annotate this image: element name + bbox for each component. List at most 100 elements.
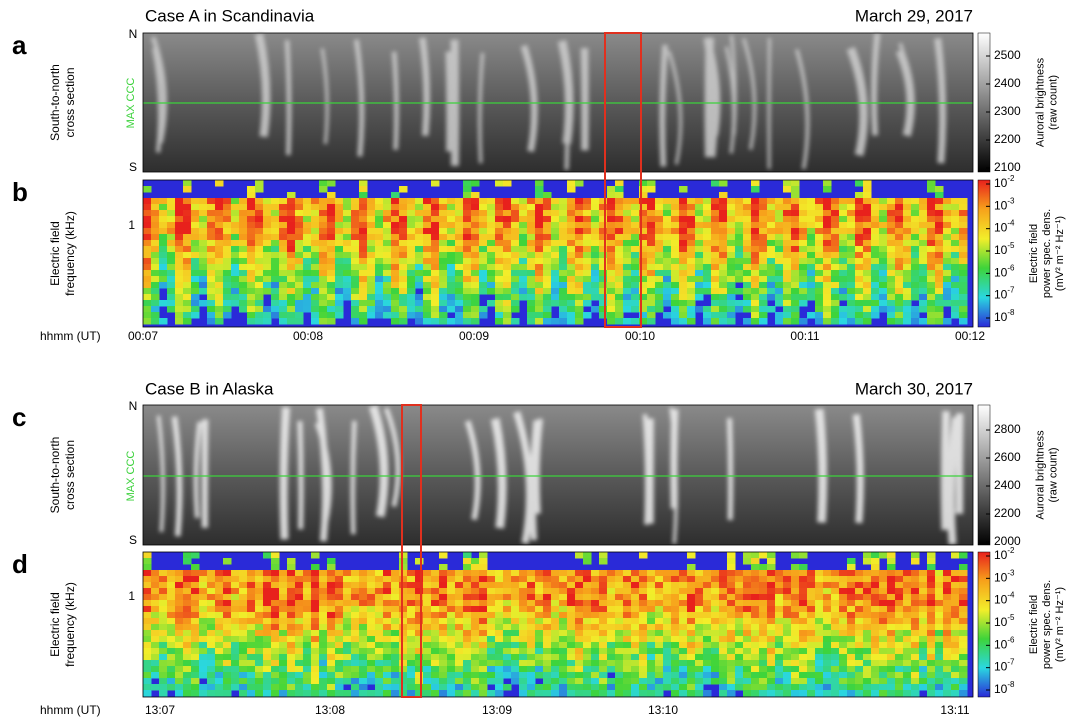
spectrogram-cell — [151, 588, 160, 595]
spectrogram-cell — [479, 600, 488, 607]
tick-exponent: -3 — [1007, 196, 1015, 205]
spectrogram-cell — [439, 258, 448, 265]
spectrogram-cell — [687, 204, 696, 211]
spectrogram-cell — [295, 252, 304, 259]
spectrogram-cell — [871, 648, 880, 655]
spectrogram-cell — [327, 264, 336, 271]
spectrogram-cell — [695, 666, 704, 673]
spectrogram-cell — [511, 210, 520, 217]
spectrogram-cell — [375, 594, 384, 601]
spectrogram-cell — [343, 246, 352, 253]
spectrogram-cell — [871, 222, 880, 229]
spectrogram-cell — [767, 258, 776, 265]
spectrogram-cell — [511, 246, 520, 253]
spectrogram-cell — [959, 576, 968, 583]
spectrogram-cell — [583, 234, 592, 241]
spectrogram-cell — [687, 258, 696, 265]
spectrogram-cell — [751, 282, 760, 289]
spectrogram-cell — [247, 276, 256, 283]
spectrogram-cell — [519, 276, 528, 283]
spectrogram-cell — [375, 294, 384, 301]
spectrogram-cell — [239, 660, 248, 667]
spectrogram-cell — [919, 630, 928, 637]
spectrogram-cell — [783, 234, 792, 241]
spectrogram-cell — [903, 678, 912, 685]
spectrogram-cell — [943, 630, 952, 637]
spectrogram-cell — [223, 672, 232, 679]
spectrogram-cell — [335, 678, 344, 685]
spectrogram-cell — [471, 618, 480, 625]
spectrogram-cell — [839, 582, 848, 589]
spectrogram-cell — [311, 318, 320, 325]
spectrogram-cell — [335, 660, 344, 667]
spectrogram-cell — [207, 318, 216, 325]
spectrogram-cell — [895, 294, 904, 301]
spectrogram-cell — [623, 264, 632, 271]
spectrogram-cell — [279, 600, 288, 607]
spectrogram-cell — [175, 294, 184, 301]
spectrogram-cell — [463, 684, 472, 691]
spectrogram-cell — [775, 246, 784, 253]
spectrogram-cell — [415, 624, 424, 631]
spectrogram-cell — [695, 648, 704, 655]
spectrogram-cell — [447, 594, 456, 601]
spectrogram-cell — [423, 240, 432, 247]
spectrogram-cell — [879, 300, 888, 307]
spectrogram-cell — [223, 246, 232, 253]
spectrogram-cell — [607, 570, 616, 577]
spectrogram-cell — [519, 240, 528, 247]
spectrogram-cell — [223, 234, 232, 241]
spectrogram-cell — [959, 684, 968, 691]
spectrogram-cell — [807, 618, 816, 625]
spectrogram-cell — [319, 642, 328, 649]
spectrogram-cell — [959, 318, 968, 325]
spectrogram-cell — [223, 690, 232, 697]
spectrogram-cell — [255, 666, 264, 673]
spectrogram-cell — [359, 192, 368, 199]
spectrogram-cell — [679, 636, 688, 643]
spectrogram-cell — [567, 612, 576, 619]
spectrogram-cell — [591, 282, 600, 289]
spectrogram-cell — [279, 588, 288, 595]
spectrogram-cell — [839, 678, 848, 685]
spectrogram-cell — [895, 648, 904, 655]
spectrogram-cell — [743, 210, 752, 217]
spectrogram-cell — [311, 288, 320, 295]
spectrogram-cell — [455, 294, 464, 301]
aurora-streak — [874, 33, 877, 135]
spectrogram-cell — [399, 252, 408, 259]
spectrogram-cell — [319, 246, 328, 253]
spectrogram-cell — [823, 624, 832, 631]
spectrogram-cell — [791, 216, 800, 223]
spectrogram-cell — [199, 282, 208, 289]
spectrogram-cell — [943, 270, 952, 277]
spectrogram-cell — [671, 666, 680, 673]
spectrogram-cell — [215, 264, 224, 271]
spectrogram-cell — [575, 666, 584, 673]
spectrogram-cell — [447, 318, 456, 325]
spectrogram-cell — [511, 258, 520, 265]
spectrogram-cell — [479, 678, 488, 685]
spectrogram-cell — [399, 594, 408, 601]
spectrogram-cell — [703, 606, 712, 613]
spectrogram-cell — [863, 600, 872, 607]
spectrogram-cell — [815, 270, 824, 277]
spectrogram-cell — [767, 294, 776, 301]
spectrogram-cell — [175, 270, 184, 277]
spectrogram-cell — [207, 228, 216, 235]
spectrogram-cell — [447, 678, 456, 685]
spectrogram-cell — [751, 300, 760, 307]
spectrogram-cell — [567, 606, 576, 613]
spectrogram-cell — [503, 612, 512, 619]
spectrogram-cell — [407, 234, 416, 241]
spectrogram-cell — [535, 282, 544, 289]
spectrogram-cell — [791, 642, 800, 649]
spectrogram-cell — [759, 306, 768, 313]
spectrogram-cell — [431, 636, 440, 643]
spectrogram-cell — [519, 612, 528, 619]
spectrogram-cell — [351, 630, 360, 637]
spectrogram-cell — [831, 618, 840, 625]
spectrogram-cell — [271, 606, 280, 613]
spectrogram-cell — [447, 246, 456, 253]
spectrogram-cell — [615, 654, 624, 661]
